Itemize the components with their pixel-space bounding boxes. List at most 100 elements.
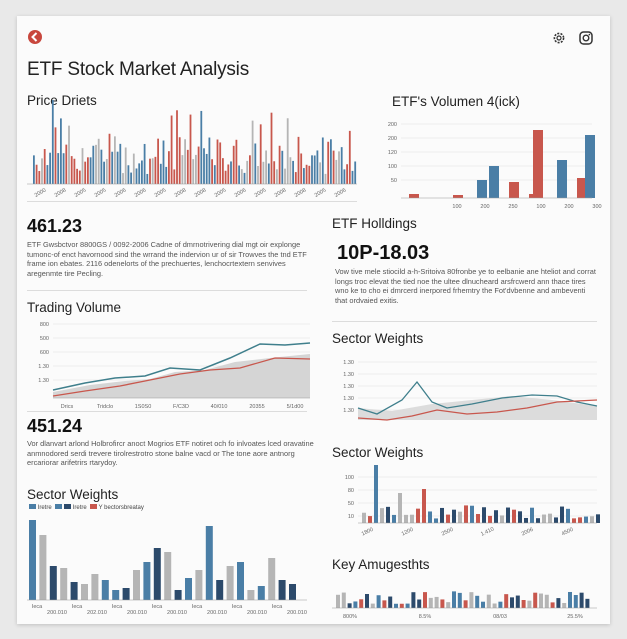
price-x-label: 2008 <box>294 187 308 198</box>
swline-y-tick: 1.30 <box>343 384 354 390</box>
price-bar <box>224 170 227 184</box>
price-bar <box>127 165 130 184</box>
price-bar <box>276 169 278 184</box>
swleft-x-label: 200.010 <box>287 610 307 616</box>
settings-gear-icon[interactable] <box>552 31 566 45</box>
legend-label: Iretre <box>37 505 52 511</box>
price-bar <box>41 158 43 184</box>
price-x-label: 2008 <box>194 187 208 198</box>
keyarg-bar <box>376 595 381 608</box>
holdings-title: ETF Holldings <box>332 216 417 231</box>
swbar-bar <box>482 507 486 523</box>
price-bar <box>100 149 103 184</box>
key-arguments-title: Key Amugesthts <box>332 557 430 572</box>
price-bar <box>143 143 146 184</box>
swbar-bar <box>566 508 570 523</box>
swleft-bar <box>257 586 265 600</box>
price-x-label: 2005 <box>254 187 268 198</box>
price-bar <box>316 150 319 184</box>
holdings-value: 10P-18.03 <box>337 242 430 264</box>
price-bar <box>81 148 84 184</box>
sector-weights-line-chart: 1.30 1.30 1.30 1.30 1.30 <box>343 360 598 421</box>
price-bar <box>184 139 186 184</box>
price-bar <box>235 139 238 184</box>
swbar-bar <box>380 508 384 523</box>
swbar-bar <box>530 507 534 523</box>
price-bar <box>122 173 124 184</box>
price-bar <box>354 161 357 184</box>
price-bar <box>305 164 308 184</box>
price-bar <box>97 138 100 184</box>
price-bar <box>259 124 262 184</box>
price-bar <box>246 160 249 184</box>
swbar-y-tick: 50 <box>348 501 354 507</box>
price-x-label: 2006 <box>114 187 128 198</box>
swbar-bar <box>404 514 408 523</box>
swbar-bar <box>578 517 582 523</box>
price-bar <box>232 145 235 184</box>
swline-y-tick: 1.30 <box>343 396 354 402</box>
dashboard-card: ETF Stock Market Analysis Price Driets 2… <box>17 16 610 624</box>
keyarg-bar <box>336 594 340 608</box>
keyarg-bar <box>527 600 532 608</box>
swline-area <box>358 396 597 420</box>
swbar-bar <box>368 516 372 523</box>
price-bar <box>240 169 243 184</box>
trading-x-label: 1S0S0 <box>135 404 152 410</box>
price-bar <box>216 139 219 184</box>
price-bar <box>327 141 330 184</box>
keyarg-x-label: 8.5% <box>419 614 432 620</box>
price-bar <box>151 158 154 184</box>
swline-teal <box>357 380 598 415</box>
price-bar <box>49 152 51 184</box>
brand-logo-icon[interactable] <box>27 29 43 45</box>
swleft-bar <box>133 570 140 600</box>
keyarg-bar <box>562 602 567 608</box>
swleft-bar <box>91 574 99 600</box>
swleft-x-label: Ieca <box>152 604 163 610</box>
price-bar <box>319 162 321 184</box>
keyarg-bar <box>573 595 578 608</box>
swleft-bar <box>268 558 276 600</box>
volume-y-tick: 100 <box>388 164 397 170</box>
keyarg-bar <box>382 600 387 608</box>
swbar-bar <box>446 514 450 523</box>
swbar-bar <box>572 518 576 523</box>
price-bar <box>332 150 335 184</box>
price-bar <box>265 150 267 184</box>
swbar-bar <box>518 511 522 523</box>
keyarg-x-label: 25.5% <box>567 614 583 620</box>
instagram-icon[interactable] <box>579 31 593 45</box>
volume-y-tick: 200 <box>388 136 397 142</box>
price-x-label: 2006 <box>334 187 348 198</box>
price-bar <box>346 164 348 184</box>
swleft-bar <box>60 568 68 600</box>
keyarg-bar <box>365 593 369 608</box>
price-drivers-chart: 2000 2008 2005 2005 2006 2006 2005 2008 2008 2005… <box>27 100 357 199</box>
swleft-x-label: 200.010 <box>167 610 187 616</box>
price-bar <box>84 161 87 184</box>
sector-weights-line-title: Sector Weights <box>332 331 424 346</box>
price-bar <box>262 161 265 184</box>
price-x-label: 2005 <box>314 187 328 198</box>
price-bar <box>203 148 205 184</box>
trading-line-teal <box>52 342 311 391</box>
trading-y-tick: 500 <box>40 336 49 342</box>
trading-area <box>53 354 310 398</box>
price-bar <box>343 169 346 184</box>
price-bar <box>278 145 281 184</box>
price-bar <box>157 138 159 184</box>
swleft-x-label: 200.010 <box>207 610 227 616</box>
volume-x-label: 200 <box>480 204 489 210</box>
volume-bar <box>577 178 587 198</box>
keyarg-bar <box>423 592 427 608</box>
swleft-bar <box>237 562 244 600</box>
price-bar <box>51 100 54 184</box>
trading-volume-chart: 800 500 600 1.30 1.30 Drics Tridclo 1S0S0 F/C3D 4… <box>38 322 311 410</box>
price-bar <box>108 133 111 184</box>
price-bar <box>289 157 292 184</box>
keyarg-bar <box>550 602 555 608</box>
swleft-bar <box>122 588 130 600</box>
price-bar <box>73 158 76 184</box>
swbar-bar <box>422 489 426 523</box>
